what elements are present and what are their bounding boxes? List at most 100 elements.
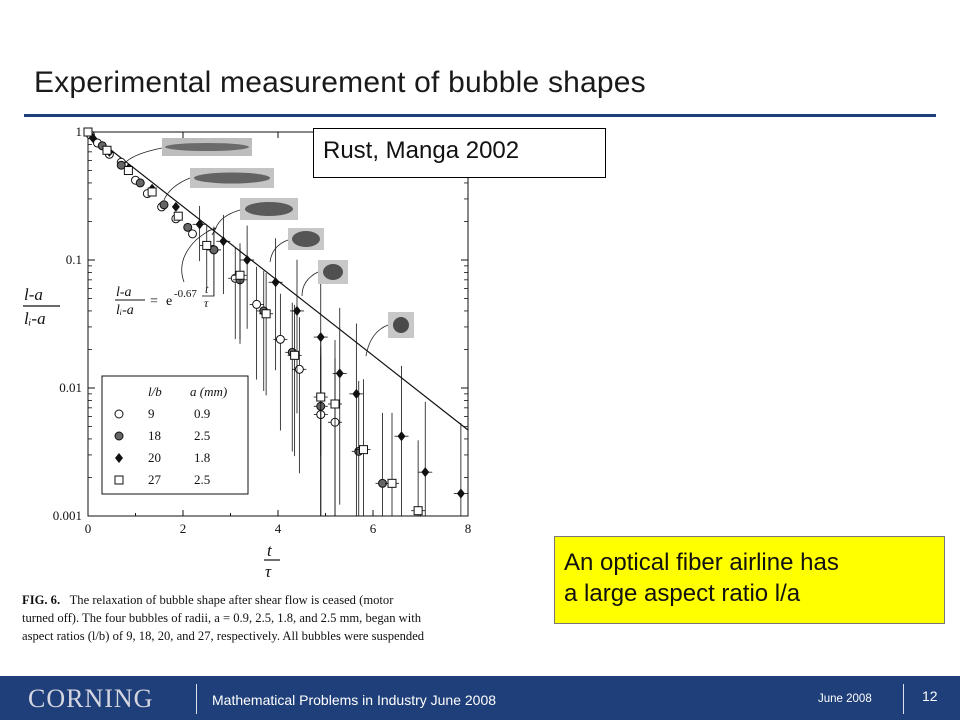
legend-a-value: 2.5 bbox=[194, 472, 210, 487]
y-tick-label: 1 bbox=[76, 124, 83, 139]
legend-marker-18 bbox=[114, 431, 124, 441]
data-point-lb-20 bbox=[397, 431, 406, 442]
data-point-lb-18 bbox=[159, 200, 169, 210]
legend-lb-value: 18 bbox=[148, 428, 161, 443]
eq-lhs-numerator: l-a bbox=[116, 285, 132, 300]
page-number: 12 bbox=[922, 688, 938, 704]
data-point-lb-20 bbox=[316, 332, 325, 343]
caption-label: FIG. 6. bbox=[22, 593, 61, 607]
data-point-lb-27 bbox=[387, 478, 397, 488]
equation-arrow bbox=[181, 227, 217, 283]
eq-base: e bbox=[166, 294, 172, 309]
eq-lhs-denominator: lᵢ-a bbox=[116, 303, 134, 318]
equation-arrowhead bbox=[207, 227, 217, 236]
data-point-lb-20 bbox=[171, 201, 180, 212]
y-tick-label: 0.001 bbox=[53, 508, 82, 523]
data-point-lb-18 bbox=[116, 160, 126, 170]
bubble-shape-3 bbox=[245, 202, 293, 216]
legend-box bbox=[101, 375, 249, 495]
data-point-lb-9 bbox=[188, 229, 197, 239]
legend-a-value: 0.9 bbox=[194, 406, 210, 421]
eq-frac-num: t bbox=[205, 282, 209, 296]
y-tick-label: 0.01 bbox=[59, 380, 82, 395]
legend-lb-value: 9 bbox=[148, 406, 155, 421]
leader-line-4 bbox=[269, 239, 289, 263]
x-tick-label: 4 bbox=[275, 521, 282, 536]
x-tick-label: 2 bbox=[180, 521, 187, 536]
legend-marker-27 bbox=[114, 475, 124, 485]
xlabel-denominator: τ bbox=[265, 562, 272, 581]
data-point-lb-27 bbox=[261, 309, 271, 319]
relaxation-figure: 0 2 4 6 8 0.001 0.01 0.1 1 l-a lᵢ-a = e -0.67 t bbox=[23, 124, 472, 581]
eq-frac-den: τ bbox=[204, 296, 209, 310]
y-tick-label: 0.1 bbox=[66, 252, 82, 267]
bubble-images bbox=[162, 138, 414, 338]
legend-a-value: 1.8 bbox=[194, 450, 210, 465]
data-point-lb-27 bbox=[202, 240, 212, 250]
data-point-lb-9 bbox=[275, 334, 285, 344]
data-point-lb-27 bbox=[102, 145, 112, 155]
caption-line-2: turned off). The four bubbles of radii, … bbox=[22, 611, 422, 625]
footer-date: June 2008 bbox=[818, 693, 872, 705]
data-point-lb-18 bbox=[135, 178, 145, 188]
legend-header-a: a (mm) bbox=[190, 384, 227, 399]
footer-separator-right bbox=[903, 684, 904, 714]
data-point-lb-27 bbox=[290, 350, 300, 360]
data-point-lb-20 bbox=[271, 277, 280, 288]
note-line-1: An optical fiber airline has bbox=[564, 549, 839, 576]
title-rule bbox=[24, 114, 936, 117]
bubble-shape-2 bbox=[194, 172, 270, 184]
bubble-shape-1 bbox=[165, 143, 249, 151]
note-line-2: a large aspect ratio l/a bbox=[564, 580, 801, 607]
legend-marker-20 bbox=[115, 453, 123, 463]
x-tick-label: 8 bbox=[465, 521, 472, 536]
data-point-lb-18 bbox=[183, 222, 193, 232]
leader-line-5 bbox=[301, 271, 319, 297]
data-point-lb-27 bbox=[330, 399, 340, 409]
legend: l/b a (mm) 9 0.9 18 2.5 20 1.8 27 2.5 bbox=[101, 375, 249, 495]
ylabel-numerator: l-a bbox=[24, 285, 43, 304]
data-point-lb-20 bbox=[243, 255, 252, 265]
eq-equals: = bbox=[150, 294, 158, 309]
data-point-lb-27 bbox=[173, 211, 183, 221]
data-point-lb-27 bbox=[413, 506, 423, 516]
xlabel-numerator: t bbox=[267, 541, 273, 560]
data-point-lb-27 bbox=[147, 187, 157, 197]
bubble-shape-4 bbox=[292, 231, 320, 247]
legend-marker-9 bbox=[114, 409, 124, 419]
footer-separator-left bbox=[196, 684, 197, 714]
legend-header-lb: l/b bbox=[148, 384, 162, 399]
caption-line-1: FIG. 6. The relaxation of bubble shape a… bbox=[22, 591, 502, 609]
data-point-lb-20 bbox=[352, 388, 361, 399]
leader-line-6 bbox=[365, 324, 389, 357]
legend-lb-value: 27 bbox=[148, 472, 162, 487]
leader-line-2 bbox=[163, 177, 191, 201]
leader-line-1 bbox=[123, 147, 163, 165]
bubble-shape-5 bbox=[323, 264, 343, 280]
legend-rows: 9 0.9 18 2.5 20 1.8 27 2.5 bbox=[114, 406, 210, 487]
note-box: An optical fiber airline has a large asp… bbox=[554, 536, 945, 624]
leader-line-3 bbox=[215, 209, 241, 229]
figure-caption: FIG. 6. The relaxation of bubble shape a… bbox=[22, 591, 502, 645]
axis-labels: l-a lᵢ-a t τ bbox=[23, 285, 280, 581]
legend-lb-value: 20 bbox=[148, 450, 161, 465]
citation-box: Rust, Manga 2002 bbox=[313, 128, 606, 178]
legend-a-value: 2.5 bbox=[194, 428, 210, 443]
fit-equation: l-a lᵢ-a = e -0.67 t τ bbox=[115, 282, 214, 318]
x-tick-label: 0 bbox=[85, 521, 92, 536]
data-point-lb-20 bbox=[421, 467, 430, 478]
data-point-lb-27 bbox=[235, 270, 245, 280]
bubble-shape-6 bbox=[393, 317, 409, 333]
caption-line-3: aspect ratios (l/b) of 9, 18, 20, and 27… bbox=[22, 629, 425, 643]
eq-exponent: -0.67 bbox=[174, 288, 197, 300]
data-point-lb-27 bbox=[83, 127, 93, 137]
ylabel-denominator: lᵢ-a bbox=[24, 309, 46, 328]
data-point-lb-20 bbox=[335, 368, 344, 379]
data-point-lb-27 bbox=[359, 445, 368, 455]
corning-logo: CORNING bbox=[28, 684, 154, 713]
caption-text-1: The relaxation of bubble shape after she… bbox=[69, 593, 394, 607]
footer-bar: CORNING Mathematical Problems in Industr… bbox=[0, 676, 960, 720]
data-points bbox=[83, 127, 468, 516]
data-point-lb-20 bbox=[456, 488, 465, 499]
slide-title: Experimental measurement of bubble shape… bbox=[34, 66, 646, 99]
